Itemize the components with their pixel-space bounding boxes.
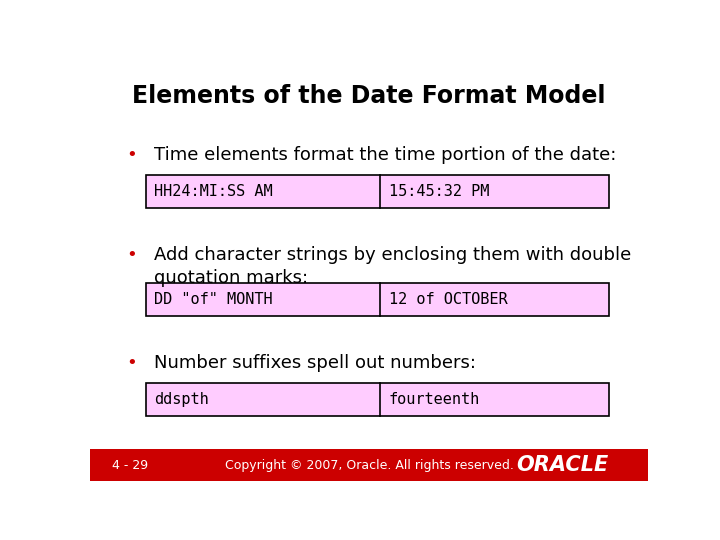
Text: Time elements format the time portion of the date:: Time elements format the time portion of… <box>154 146 616 164</box>
Text: ORACLE: ORACLE <box>517 455 609 475</box>
Text: •: • <box>127 146 138 164</box>
Text: 4 - 29: 4 - 29 <box>112 458 148 471</box>
Text: 15:45:32 PM: 15:45:32 PM <box>389 184 489 199</box>
Text: HH24:MI:SS AM: HH24:MI:SS AM <box>154 184 273 199</box>
Text: 12 of OCTOBER: 12 of OCTOBER <box>389 292 507 307</box>
Text: •: • <box>127 354 138 372</box>
Text: •: • <box>127 246 138 264</box>
Text: DD "of" MONTH: DD "of" MONTH <box>154 292 273 307</box>
FancyBboxPatch shape <box>145 383 609 416</box>
Text: fourteenth: fourteenth <box>389 392 480 407</box>
FancyBboxPatch shape <box>145 175 609 208</box>
FancyBboxPatch shape <box>90 449 648 481</box>
Text: Add character strings by enclosing them with double
quotation marks:: Add character strings by enclosing them … <box>154 246 631 287</box>
Text: Copyright © 2007, Oracle. All rights reserved.: Copyright © 2007, Oracle. All rights res… <box>225 458 513 471</box>
Text: Number suffixes spell out numbers:: Number suffixes spell out numbers: <box>154 354 476 372</box>
Text: ddspth: ddspth <box>154 392 209 407</box>
Text: Elements of the Date Format Model: Elements of the Date Format Model <box>132 84 606 108</box>
FancyBboxPatch shape <box>145 283 609 316</box>
